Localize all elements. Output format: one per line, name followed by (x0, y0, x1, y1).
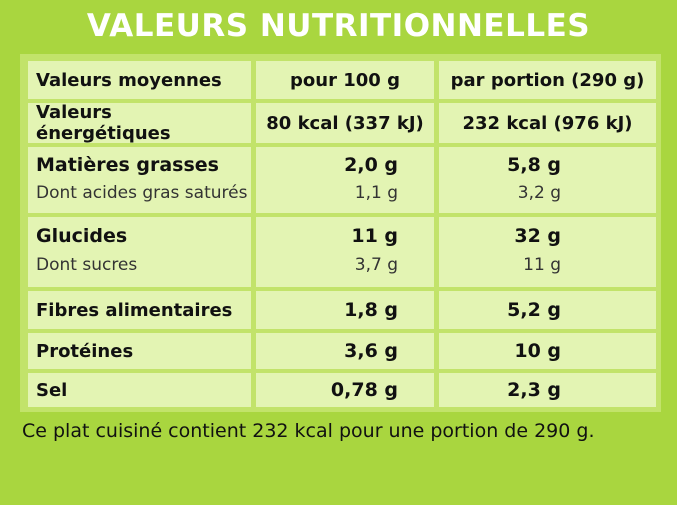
energy-per-portion: 232 kcal (976 kJ) (439, 103, 656, 143)
fat-label: Matières grasses (36, 154, 219, 176)
energy-per-100g: 80 kcal (337 kJ) (256, 103, 434, 143)
carbs-per-100g-cell: 11 g 3,7 g (256, 217, 434, 287)
protein-per-100g: 3,6 g (344, 340, 398, 362)
energy-label: Valeurs énergétiques (28, 102, 251, 144)
table-title: VALEURS NUTRITIONNELLES (86, 8, 591, 44)
carbs-per-portion: 32 g (514, 225, 561, 247)
protein-per-portion-cell: 10 g (439, 333, 656, 369)
fibre-per-100g-cell: 1,8 g (256, 291, 434, 329)
salt-per-portion: 2,3 g (507, 379, 561, 401)
salt-per-portion-cell: 2,3 g (439, 373, 656, 407)
fibre-label: Fibres alimentaires (28, 291, 251, 329)
carbs-per-portion-cell: 32 g 11 g (439, 217, 656, 287)
fat-per-100g: 2,0 g (344, 154, 398, 176)
saturated-fat-label: Dont acides gras saturés (36, 183, 248, 203)
nutrition-table: Valeurs moyennes pour 100 g par portion … (20, 54, 661, 412)
footer-note: Ce plat cuisiné contient 232 kcal pour u… (22, 420, 595, 442)
salt-per-100g: 0,78 g (330, 379, 398, 401)
sugars-per-100g: 3,7 g (354, 255, 398, 275)
carbs-per-100g: 11 g (351, 225, 398, 247)
salt-label: Sel (28, 373, 251, 407)
header-per-100g: pour 100 g (256, 61, 434, 99)
sugars-per-portion: 11 g (523, 255, 561, 275)
fibre-per-100g: 1,8 g (344, 299, 398, 321)
fibre-per-portion-cell: 5,2 g (439, 291, 656, 329)
header-per-portion: par portion (290 g) (439, 61, 656, 99)
salt-per-100g-cell: 0,78 g (256, 373, 434, 407)
protein-per-100g-cell: 3,6 g (256, 333, 434, 369)
fat-per-portion-cell: 5,8 g 3,2 g (439, 147, 656, 213)
saturated-fat-per-100g: 1,1 g (354, 183, 398, 203)
fat-per-100g-cell: 2,0 g 1,1 g (256, 147, 434, 213)
sugars-label: Dont sucres (36, 255, 138, 275)
carbs-label: Glucides (36, 225, 128, 247)
fibre-per-portion: 5,2 g (507, 299, 561, 321)
fat-label-cell: Matières grasses Dont acides gras saturé… (28, 147, 251, 213)
carbs-label-cell: Glucides Dont sucres (28, 217, 251, 287)
header-label: Valeurs moyennes (28, 61, 251, 99)
fat-per-portion: 5,8 g (507, 154, 561, 176)
saturated-fat-per-portion: 3,2 g (517, 183, 561, 203)
protein-label: Protéines (28, 333, 251, 369)
protein-per-portion: 10 g (514, 340, 561, 362)
